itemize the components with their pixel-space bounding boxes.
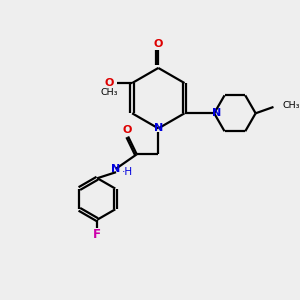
Text: O: O (154, 39, 163, 49)
Text: ·H: ·H (122, 167, 133, 177)
Text: F: F (93, 228, 101, 241)
Text: N: N (212, 108, 221, 118)
Text: O: O (104, 78, 114, 88)
Text: CH₃: CH₃ (100, 88, 118, 97)
Text: N: N (154, 123, 163, 134)
Text: O: O (122, 125, 132, 135)
Text: N: N (111, 164, 121, 174)
Text: CH₃: CH₃ (282, 101, 300, 110)
